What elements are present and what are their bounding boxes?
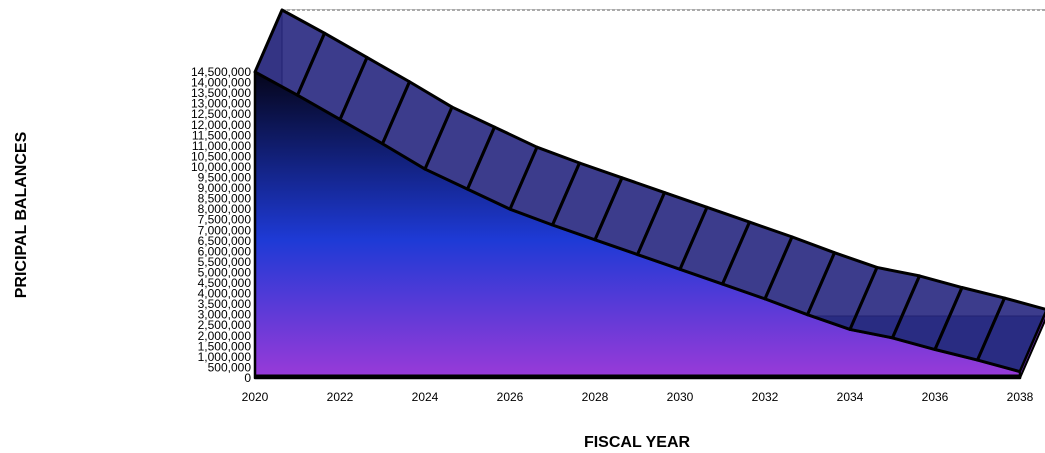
y-axis-title: PRICIPAL BALANCES <box>13 131 30 298</box>
x-tick-label: 2030 <box>667 390 694 404</box>
x-tick-label: 2036 <box>922 390 949 404</box>
x-axis-tick-labels: 2020 2022 2024 2026 2028 2030 2032 2034 2036 2038 <box>242 390 1034 404</box>
y-axis-tick-labels: 0500,0001,000,0001,500,0002,000,0002,500… <box>191 65 251 385</box>
y-tick-label: 500,000 <box>208 360 252 374</box>
y-tick-label: 6,500,000 <box>198 234 252 248</box>
y-tick-label: 11,000,000 <box>192 139 251 153</box>
y-tick-label: 14,000,000 <box>191 76 251 90</box>
y-tick-label: 11,500,000 <box>192 128 251 142</box>
y-tick-label: 1,000,000 <box>198 350 252 364</box>
y-tick-label: 8,000,000 <box>198 202 252 216</box>
y-tick-label: 4,000,000 <box>198 287 252 301</box>
x-tick-label: 2028 <box>582 390 609 404</box>
y-tick-label: 12,000,000 <box>191 118 251 132</box>
y-tick-label: 10,500,000 <box>191 149 251 163</box>
x-tick-label: 2032 <box>752 390 779 404</box>
x-tick-label: 2020 <box>242 390 269 404</box>
x-tick-label: 2034 <box>837 390 864 404</box>
y-tick-label: 14,500,000 <box>191 65 251 79</box>
y-tick-label: 1,500,000 <box>198 339 252 353</box>
x-axis-title: FISCAL YEAR <box>584 434 691 451</box>
y-tick-label: 13,000,000 <box>191 97 251 111</box>
x-tick-label: 2026 <box>497 390 524 404</box>
y-tick-label: 7,500,000 <box>198 213 252 227</box>
y-tick-label: 12,500,000 <box>191 107 251 121</box>
y-tick-label: 6,000,000 <box>198 244 252 258</box>
x-tick-label: 2024 <box>412 390 439 404</box>
y-tick-label: 9,000,000 <box>198 181 252 195</box>
y-tick-label: 8,500,000 <box>198 192 252 206</box>
area-ribbon <box>253 8 1045 379</box>
y-tick-label: 5,000,000 <box>198 265 252 279</box>
y-tick-label: 0 <box>244 371 251 385</box>
y-tick-label: 10,000,000 <box>191 160 251 174</box>
y-tick-label: 2,000,000 <box>198 329 252 343</box>
y-tick-label: 2,500,000 <box>198 318 252 332</box>
x-tick-label: 2022 <box>327 390 354 404</box>
y-tick-label: 4,500,000 <box>198 276 252 290</box>
ribbon-segment <box>976 296 1045 374</box>
y-tick-label: 9,500,000 <box>198 171 252 185</box>
y-tick-label: 3,500,000 <box>198 297 252 311</box>
y-tick-label: 5,500,000 <box>198 255 252 269</box>
x-tick-label: 2038 <box>1007 390 1034 404</box>
y-tick-label: 3,000,000 <box>198 308 252 322</box>
y-tick-label: 13,500,000 <box>191 86 251 100</box>
y-tick-label: 7,000,000 <box>198 223 252 237</box>
